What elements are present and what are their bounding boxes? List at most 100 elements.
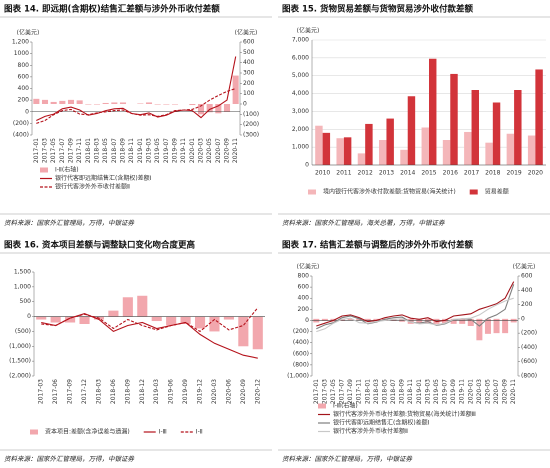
y2-tick-label: (600) bbox=[521, 358, 537, 365]
x-tick-label: 2018-11 bbox=[128, 138, 135, 163]
x-tick-label: 2020-07 bbox=[215, 138, 222, 163]
y-tick-label: 1,500 bbox=[14, 269, 31, 276]
y-tick-label: 1,200 bbox=[12, 39, 29, 46]
bar bbox=[154, 104, 161, 105]
bar bbox=[238, 316, 249, 347]
x-tick-label: 2018-03 bbox=[373, 379, 380, 404]
x-tick-label: 2018-05 bbox=[102, 138, 109, 163]
y-axis-label: (亿美元) bbox=[17, 29, 40, 37]
bar bbox=[151, 316, 162, 322]
y2-tick-label: 500 bbox=[243, 49, 255, 56]
bar bbox=[459, 318, 466, 324]
bar bbox=[67, 99, 75, 104]
bar bbox=[79, 316, 90, 324]
x-tick-label: 2017-11 bbox=[76, 138, 83, 163]
x-tick-label: 2018-09 bbox=[399, 379, 406, 404]
bar bbox=[59, 100, 66, 104]
y-tick-label: (800) bbox=[293, 361, 309, 368]
x-tick-label: 2018-07 bbox=[390, 379, 397, 404]
x-tick-label: 2017-11 bbox=[356, 379, 363, 404]
y2-tick-label: (200) bbox=[243, 121, 259, 128]
bar bbox=[194, 316, 206, 329]
x-tick-label: 2020-03 bbox=[476, 379, 483, 404]
y2-tick-label: 400 bbox=[243, 59, 255, 66]
x-tick-label: 2017-09 bbox=[68, 138, 75, 163]
y-tick-label: (400) bbox=[13, 132, 29, 139]
x-tick-label: 2019-07 bbox=[442, 379, 449, 404]
bar bbox=[336, 138, 344, 165]
x-tick-label: 2019-03 bbox=[153, 379, 160, 404]
x-tick-label: 2020-03 bbox=[198, 138, 205, 163]
bar bbox=[379, 140, 387, 165]
bar bbox=[485, 142, 493, 165]
bar bbox=[356, 318, 363, 321]
bar bbox=[65, 316, 76, 323]
y-tick-label: 7,000 bbox=[292, 37, 309, 44]
x-tick-label: 2020-09 bbox=[502, 379, 509, 404]
x-tick-label: 2018-09 bbox=[120, 138, 127, 163]
x-tick-label: 2011 bbox=[336, 170, 351, 177]
x-tick-label: 2018-07 bbox=[111, 138, 118, 163]
x-tick-label: 2015 bbox=[421, 170, 436, 177]
x-tick-label: 2013 bbox=[379, 170, 394, 177]
y-tick-label: 0 bbox=[27, 313, 31, 320]
bar bbox=[339, 318, 346, 321]
x-tick-label: 2019-12 bbox=[197, 379, 204, 404]
bar bbox=[209, 316, 220, 332]
y-tick-label: 200 bbox=[18, 97, 30, 104]
x-tick-label: 2017-03 bbox=[42, 138, 49, 163]
bar bbox=[450, 318, 457, 324]
x-tick-label: 2020 bbox=[528, 170, 543, 177]
bar bbox=[484, 318, 491, 334]
x-tick-label: 2020-01 bbox=[189, 138, 196, 163]
y-tick-label: 600 bbox=[18, 73, 30, 80]
bar bbox=[232, 75, 239, 104]
x-tick-label: 2018-01 bbox=[85, 138, 92, 163]
x-tick-label: 2017-05 bbox=[50, 138, 57, 163]
x-tick-label: 2018-01 bbox=[364, 379, 371, 404]
bar bbox=[41, 99, 49, 104]
x-tick-label: 2020-03 bbox=[211, 379, 218, 404]
y2-tick-label: 0 bbox=[243, 101, 247, 108]
y-tick-label: 1,000 bbox=[14, 283, 31, 290]
y-tick-label: 0 bbox=[305, 162, 309, 169]
x-tick-label: 2019-01 bbox=[416, 379, 423, 404]
legend-label: Ⅰ-Ⅲ bbox=[159, 429, 167, 436]
legend-swatch bbox=[318, 403, 326, 409]
x-tick-label: 2019-06 bbox=[168, 379, 175, 404]
x-tick-label: 2018-12 bbox=[139, 379, 146, 404]
bar bbox=[122, 297, 133, 317]
bar bbox=[36, 316, 47, 320]
source-note: 资料来源：国家外汇管理局，万得，中银证券 bbox=[4, 455, 135, 463]
x-tick-label: 2020-09 bbox=[240, 379, 247, 404]
x-tick-label: 2018 bbox=[485, 170, 500, 177]
x-tick-label: 2019-09 bbox=[182, 379, 189, 404]
legend-label: 银行代客涉外外币收付差额:货物贸易(海关统计)差额Ⅲ bbox=[333, 410, 476, 418]
y-tick-label: 2,000 bbox=[292, 126, 309, 133]
x-tick-label: 2018-05 bbox=[381, 379, 388, 404]
legend-swatch bbox=[40, 167, 48, 173]
x-tick-label: 2018-03 bbox=[95, 379, 102, 404]
line-series bbox=[41, 307, 259, 333]
y-tick-label: 200 bbox=[298, 306, 310, 313]
line-series bbox=[36, 56, 237, 121]
source-note: 资料来源：国家外汇管理局，万得，中银证券 bbox=[282, 455, 413, 463]
bar bbox=[315, 125, 323, 165]
x-tick-label: 2017-09 bbox=[347, 379, 354, 404]
y-tick-label: 500 bbox=[20, 298, 32, 305]
bar bbox=[390, 318, 397, 321]
legend-label: 资本项目:差额(含净误差与遗漏) bbox=[45, 428, 130, 436]
source-note: 资料来源：国家外汇管理局，海关总署，万得，中银证券 bbox=[282, 219, 445, 227]
y2-tick-label: 400 bbox=[521, 287, 533, 294]
x-tick-label: 2020-05 bbox=[206, 138, 213, 163]
chart-title: 图表 14. 即远期(含期权)结售汇差额与涉外外币收付差额 bbox=[4, 4, 220, 15]
y2-tick-label: (100) bbox=[243, 111, 259, 118]
x-tick-label: 2019-03 bbox=[146, 138, 153, 163]
x-tick-label: 2020-11 bbox=[232, 138, 239, 163]
bar bbox=[102, 102, 109, 104]
x-tick-label: 2019-01 bbox=[137, 138, 144, 163]
bar bbox=[464, 131, 472, 165]
bar bbox=[76, 100, 83, 104]
bar bbox=[386, 118, 394, 165]
